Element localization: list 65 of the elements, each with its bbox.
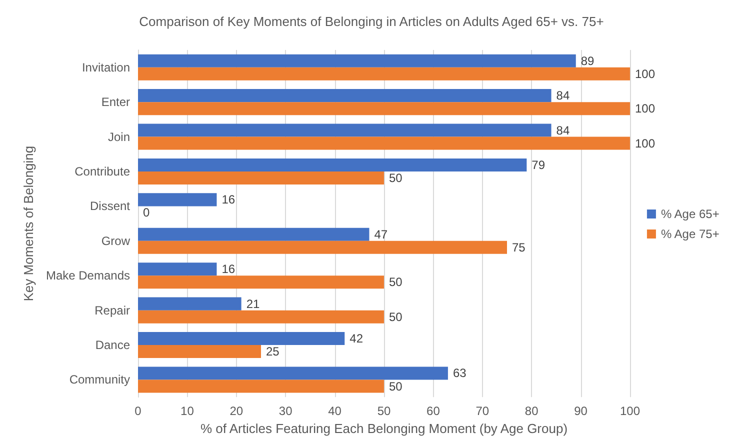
x-tick-label: 50 (377, 404, 391, 418)
y-tick-label: Join (108, 130, 130, 144)
x-tick-label: 60 (426, 404, 440, 418)
data-label: 21 (246, 296, 260, 311)
bar (138, 54, 576, 68)
data-label: 50 (389, 310, 403, 324)
x-tick-label: 20 (230, 404, 244, 418)
y-tick-label: Invitation (82, 60, 130, 74)
data-label: 16 (222, 192, 236, 207)
x-tick-label: 0 (134, 404, 142, 418)
bar (138, 310, 384, 324)
x-tick-label: 70 (476, 404, 490, 418)
y-tick-label: Make Demands (46, 268, 130, 283)
bar (138, 193, 217, 206)
data-label: 63 (452, 366, 467, 380)
bar (138, 240, 507, 254)
y-tick-label: Dance (95, 338, 130, 352)
data-label: 75 (512, 240, 526, 254)
x-tick-label: 30 (278, 404, 293, 418)
bar (138, 158, 527, 172)
data-label: 89 (580, 54, 595, 68)
data-label: 84 (556, 123, 570, 138)
data-label: 47 (374, 227, 388, 242)
x-axis-title: % of Articles Featuring Each Belonging Moment (by Age Group) (200, 421, 568, 436)
bar (138, 102, 630, 116)
x-tick-label: 90 (574, 404, 588, 418)
x-tick-label: 80 (524, 404, 539, 418)
bar (138, 89, 552, 102)
legend-label: % Age 65+ (660, 207, 720, 221)
data-label: 84 (556, 88, 570, 103)
data-label: 16 (222, 262, 236, 276)
bar (138, 136, 630, 150)
data-label: 50 (389, 275, 403, 290)
data-label: 100 (635, 136, 656, 150)
bar (138, 228, 370, 241)
data-label: 42 (350, 332, 364, 346)
y-tick-label: Dissent (90, 199, 131, 214)
y-tick-label: Grow (101, 234, 130, 248)
bar (138, 67, 630, 80)
chart-title: Comparison of Key Moments of Belonging in Articles on Adults Aged 65+ vs. 75+ (139, 14, 604, 29)
x-tick-label: 40 (328, 404, 342, 418)
bar (138, 345, 261, 358)
y-axis-title: Key Moments of Belonging (21, 146, 36, 302)
y-tick-label: Community (69, 372, 130, 387)
bar (138, 297, 242, 310)
data-label: 50 (389, 379, 403, 394)
data-label: 25 (266, 344, 280, 359)
data-label: 0 (143, 206, 150, 220)
bar (138, 124, 552, 137)
y-tick-label: Repair (94, 303, 130, 318)
y-tick-label: Contribute (74, 164, 130, 178)
bar (138, 366, 448, 380)
data-label: 50 (389, 170, 403, 185)
bar (138, 276, 384, 289)
y-tick-label: Enter (101, 95, 130, 110)
x-tick-label: 100 (620, 404, 640, 418)
bar (138, 332, 345, 346)
bar (138, 171, 384, 184)
data-label: 100 (635, 66, 656, 81)
bar (138, 380, 384, 393)
data-label: 79 (532, 158, 546, 172)
legend-label: % Age 75+ (660, 227, 720, 241)
data-label: 100 (635, 102, 656, 116)
bar (138, 262, 217, 276)
x-tick-label: 10 (180, 404, 194, 418)
